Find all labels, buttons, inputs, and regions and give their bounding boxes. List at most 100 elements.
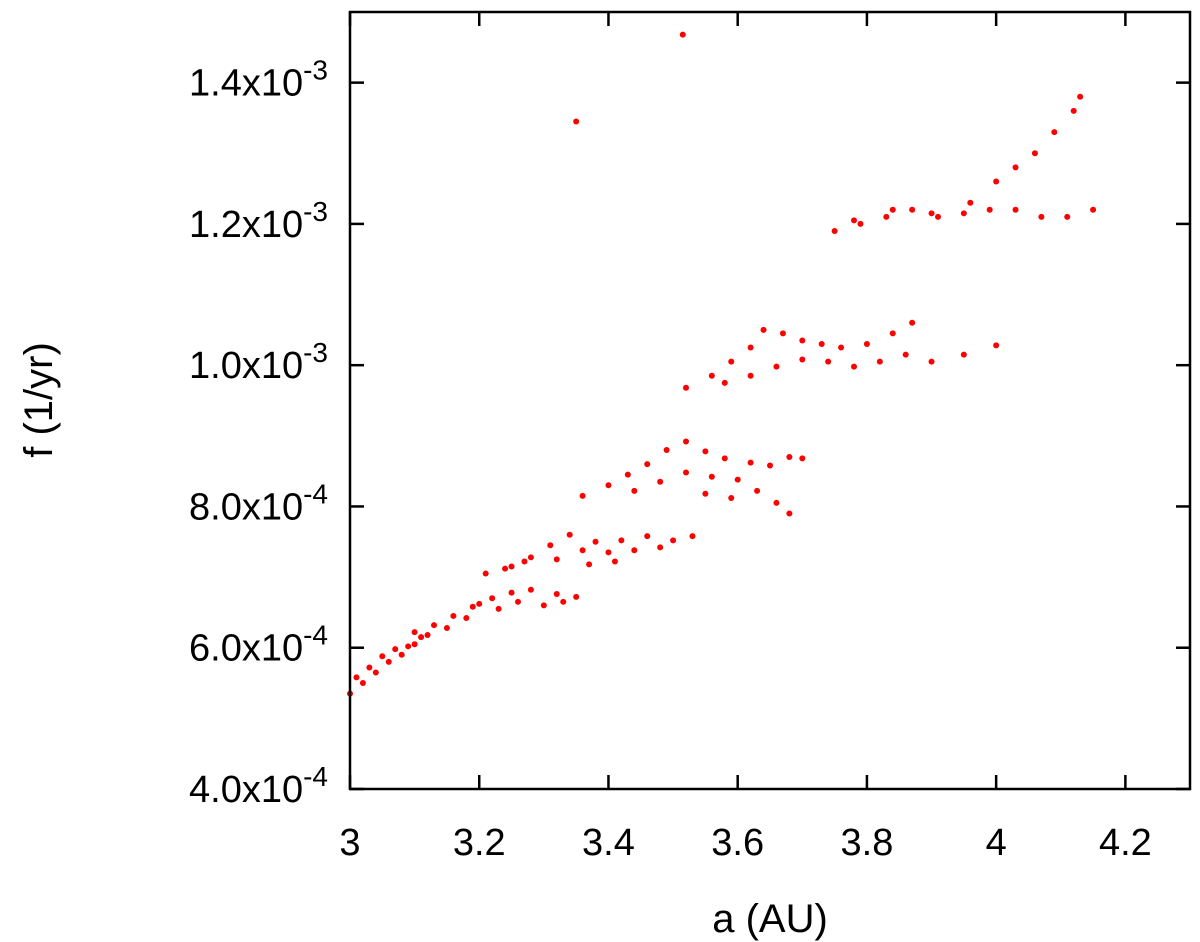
data-point	[443, 624, 450, 631]
data-point	[418, 634, 425, 641]
y-tick-label: 1.0x10-3	[189, 337, 328, 387]
data-point	[935, 213, 941, 220]
y-tick-label: 4.0x10-4	[189, 761, 328, 811]
data-point	[527, 586, 534, 593]
data-point	[799, 455, 806, 462]
data-point	[1070, 107, 1077, 114]
data-point	[683, 438, 689, 445]
data-point	[876, 358, 883, 365]
data-point	[1090, 206, 1097, 213]
data-point	[889, 206, 896, 213]
data-point	[1012, 206, 1019, 213]
y-tick-label: 8.0x10-4	[189, 478, 328, 528]
data-point	[702, 448, 709, 455]
data-point	[1031, 150, 1038, 157]
data-point	[553, 556, 560, 563]
data-point	[463, 615, 470, 622]
x-tick-label: 3.8	[841, 822, 894, 864]
data-point	[411, 629, 418, 636]
data-point	[385, 658, 392, 665]
data-point	[515, 598, 521, 605]
data-point	[786, 454, 793, 461]
data-point	[747, 459, 754, 466]
data-point	[799, 356, 806, 363]
data-point	[553, 591, 560, 598]
data-point	[1038, 213, 1045, 220]
data-point	[424, 632, 431, 639]
data-point	[618, 537, 625, 544]
data-point	[469, 603, 476, 610]
data-point	[702, 490, 709, 497]
data-point	[773, 363, 780, 370]
data-point	[708, 473, 715, 480]
x-tick-label: 4	[986, 822, 1007, 864]
data-point	[631, 547, 638, 554]
x-tick-label: 3.6	[711, 822, 764, 864]
data-point	[495, 605, 502, 612]
y-tick-label: 6.0x10-4	[189, 620, 328, 670]
data-point	[728, 358, 735, 365]
data-point	[889, 330, 896, 337]
data-point	[728, 494, 735, 501]
data-point	[1051, 129, 1058, 136]
data-point	[773, 499, 780, 506]
data-point	[359, 680, 366, 687]
data-point	[857, 220, 864, 227]
data-point	[521, 558, 528, 565]
data-point	[928, 358, 935, 365]
data-point	[734, 476, 741, 483]
y-tick-label: 1.2x10-3	[189, 196, 328, 246]
x-tick-label: 3.4	[582, 822, 635, 864]
data-point	[611, 558, 618, 565]
data-point	[527, 554, 534, 561]
data-point	[663, 446, 670, 453]
data-point	[683, 469, 689, 476]
data-point	[721, 455, 728, 462]
data-point	[967, 199, 974, 206]
data-point	[993, 342, 1000, 349]
x-tick-label: 3	[339, 822, 360, 864]
data-point	[366, 664, 373, 671]
data-point	[573, 593, 580, 600]
plot-frame	[348, 10, 1192, 791]
data-point	[405, 643, 412, 650]
data-point	[592, 538, 599, 545]
x-tick-label: 3.2	[453, 822, 506, 864]
data-point	[657, 478, 664, 485]
data-point	[679, 31, 686, 38]
data-point	[644, 461, 651, 468]
data-point	[708, 372, 715, 379]
tick-labels: 3 3.2 3.4 3.6 3.8 4 4.2 4.0x10-4 6.0x10-4 8.0x10-…	[189, 55, 1152, 864]
data-point	[560, 598, 567, 605]
data-point	[579, 492, 586, 499]
data-point	[1012, 164, 1019, 171]
data-point	[657, 544, 664, 551]
data-point	[786, 510, 793, 517]
data-points	[347, 31, 1097, 697]
data-point	[670, 537, 677, 544]
data-point	[721, 379, 728, 386]
data-point	[928, 210, 935, 217]
data-point	[631, 487, 638, 494]
data-point	[431, 622, 437, 629]
data-point	[993, 178, 1000, 185]
data-point	[838, 344, 845, 351]
data-point	[1077, 93, 1084, 100]
data-point	[392, 646, 399, 653]
data-point	[909, 206, 916, 213]
data-point	[760, 326, 767, 333]
data-point	[605, 549, 612, 556]
data-point	[883, 213, 890, 220]
data-point	[379, 653, 386, 660]
x-axis-label: a (AU)	[712, 897, 828, 941]
data-point	[863, 340, 870, 347]
data-point	[605, 482, 612, 489]
data-point	[624, 471, 631, 478]
data-point	[476, 600, 483, 607]
data-point	[482, 570, 489, 577]
data-point	[831, 227, 838, 234]
data-point	[398, 651, 405, 658]
data-point	[779, 330, 786, 337]
data-point	[818, 340, 825, 347]
